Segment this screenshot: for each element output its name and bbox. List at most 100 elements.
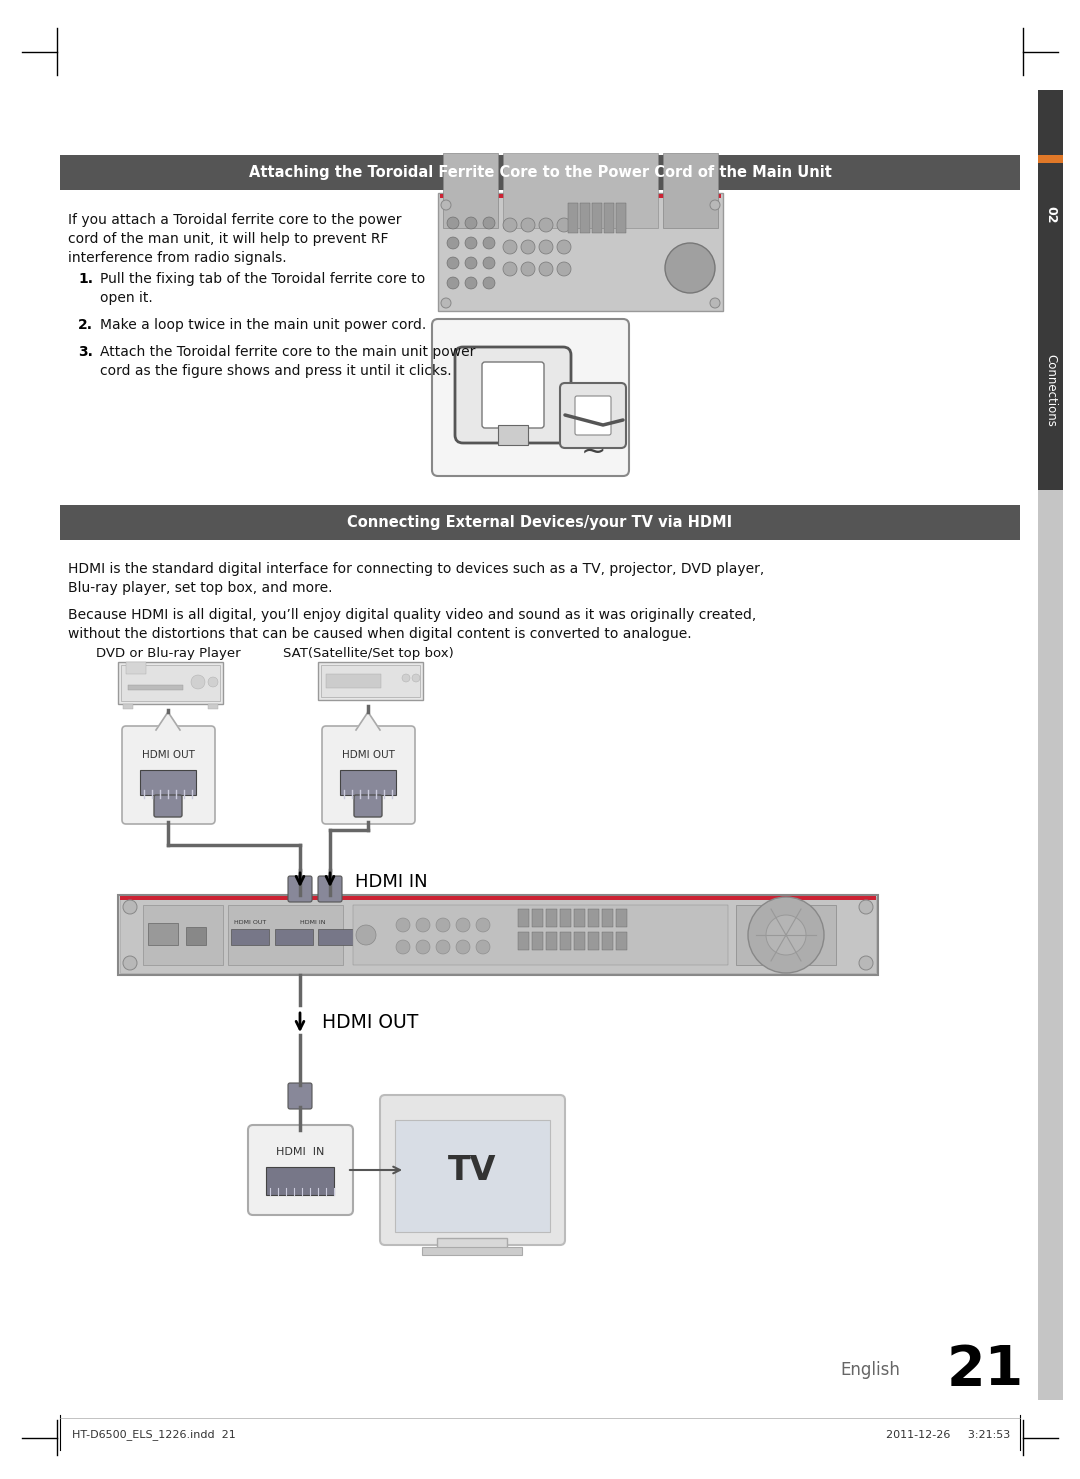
Circle shape [416, 941, 430, 954]
Text: HDMI IN: HDMI IN [300, 920, 326, 926]
Circle shape [859, 955, 873, 970]
Text: ~: ~ [580, 438, 606, 466]
Bar [443, 152, 498, 228]
Circle shape [356, 924, 376, 945]
Circle shape [123, 901, 137, 914]
Circle shape [557, 240, 571, 254]
FancyBboxPatch shape [575, 396, 611, 435]
Text: Make a loop twice in the main unit power cord.: Make a loop twice in the main unit power… [100, 318, 427, 331]
Text: If you attach a Toroidal ferrite core to the power: If you attach a Toroidal ferrite core to… [68, 213, 402, 226]
Text: Pull the fixing tab of the Toroidal ferrite core to: Pull the fixing tab of the Toroidal ferr… [100, 272, 426, 285]
Bar [602, 932, 613, 950]
Circle shape [465, 277, 477, 288]
Text: DVD or Blu-ray Player: DVD or Blu-ray Player [96, 646, 241, 660]
FancyBboxPatch shape [561, 383, 626, 448]
Circle shape [447, 217, 459, 229]
Circle shape [465, 257, 477, 269]
Bar [602, 910, 613, 927]
Bar [118, 663, 222, 704]
Bar [573, 910, 585, 927]
Bar [318, 929, 356, 945]
Bar [532, 910, 543, 927]
Bar [503, 152, 658, 228]
Bar [228, 905, 343, 964]
Text: HDMI  IN: HDMI IN [275, 1148, 324, 1157]
Bar [129, 685, 183, 691]
Bar [120, 896, 876, 973]
Bar [438, 192, 723, 311]
Circle shape [539, 240, 553, 254]
Bar [1038, 155, 1063, 163]
Polygon shape [356, 711, 380, 731]
Text: 2.: 2. [78, 318, 93, 331]
Bar [561, 910, 571, 927]
Bar [568, 203, 578, 234]
Text: HDMI OUT: HDMI OUT [322, 1013, 418, 1031]
Text: TV: TV [448, 1154, 496, 1186]
FancyBboxPatch shape [154, 796, 183, 816]
Text: 21: 21 [946, 1343, 1024, 1398]
Circle shape [411, 674, 420, 682]
Bar [588, 932, 599, 950]
FancyBboxPatch shape [248, 1126, 353, 1216]
Circle shape [396, 918, 410, 932]
Circle shape [396, 941, 410, 954]
Bar [60, 504, 1020, 540]
Text: Connecting External Devices/your TV via HDMI: Connecting External Devices/your TV via … [348, 515, 732, 529]
Bar [604, 203, 615, 234]
Bar [561, 932, 571, 950]
Bar [735, 905, 836, 964]
Circle shape [123, 955, 137, 970]
FancyBboxPatch shape [354, 796, 382, 816]
Circle shape [503, 217, 517, 232]
Bar [518, 932, 529, 950]
FancyBboxPatch shape [318, 876, 342, 902]
Bar [440, 194, 721, 198]
Circle shape [859, 901, 873, 914]
Circle shape [465, 217, 477, 229]
Bar [437, 1238, 507, 1253]
Bar [275, 929, 313, 945]
Bar [663, 152, 718, 228]
Circle shape [208, 677, 218, 688]
Bar [186, 927, 206, 945]
FancyBboxPatch shape [288, 876, 312, 902]
Circle shape [557, 217, 571, 232]
Bar [60, 155, 1020, 189]
Circle shape [476, 941, 490, 954]
Text: without the distortions that can be caused when digital content is converted to : without the distortions that can be caus… [68, 627, 691, 640]
Circle shape [710, 200, 720, 210]
Bar [395, 1120, 550, 1232]
Text: HDMI IN: HDMI IN [355, 873, 428, 890]
Circle shape [521, 240, 535, 254]
Bar [318, 663, 423, 700]
Text: Connections: Connections [1044, 353, 1057, 426]
Circle shape [557, 262, 571, 277]
Circle shape [447, 237, 459, 248]
Polygon shape [156, 711, 180, 731]
Bar [326, 674, 381, 688]
Text: HDMI OUT: HDMI OUT [234, 920, 266, 926]
Circle shape [483, 257, 495, 269]
Text: HDMI OUT: HDMI OUT [141, 750, 194, 760]
Bar [580, 203, 590, 234]
Text: Attach the Toroidal ferrite core to the main unit power: Attach the Toroidal ferrite core to the … [100, 345, 475, 359]
Bar [140, 771, 195, 796]
FancyBboxPatch shape [482, 362, 544, 427]
Text: HDMI is the standard digital interface for connecting to devices such as a TV, p: HDMI is the standard digital interface f… [68, 562, 765, 575]
Text: 2011-12-26     3:21:53: 2011-12-26 3:21:53 [886, 1430, 1010, 1441]
Text: 02: 02 [1044, 206, 1057, 223]
Bar [532, 932, 543, 950]
Bar [148, 923, 178, 945]
Bar [123, 704, 133, 708]
Bar [120, 896, 876, 901]
Text: open it.: open it. [100, 291, 152, 305]
Circle shape [436, 918, 450, 932]
Circle shape [456, 918, 470, 932]
Circle shape [766, 916, 806, 955]
Circle shape [521, 262, 535, 277]
Circle shape [503, 262, 517, 277]
Text: HDMI OUT: HDMI OUT [341, 750, 394, 760]
Bar [266, 1167, 334, 1195]
Bar [231, 929, 269, 945]
